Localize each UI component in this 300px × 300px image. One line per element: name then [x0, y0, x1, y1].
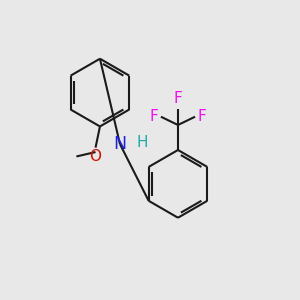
Text: O: O — [89, 149, 101, 164]
Text: F: F — [150, 109, 158, 124]
Text: F: F — [174, 92, 182, 106]
Text: H: H — [136, 135, 148, 150]
Text: F: F — [197, 109, 206, 124]
Text: N: N — [113, 135, 127, 153]
